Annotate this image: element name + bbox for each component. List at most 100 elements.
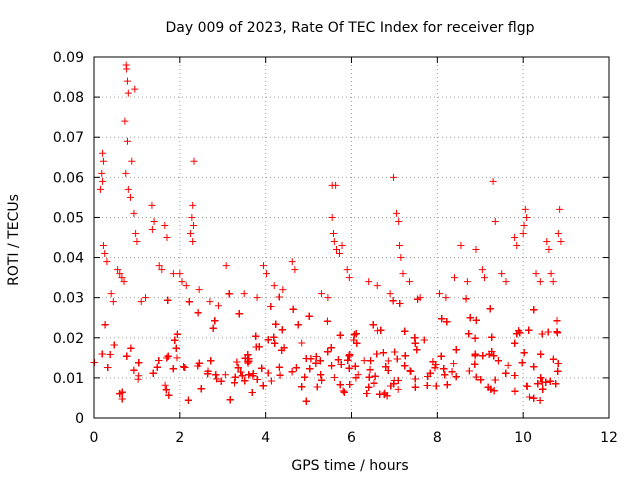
data-point bbox=[437, 352, 445, 360]
data-point bbox=[443, 318, 451, 326]
chart-title: Day 009 of 2023, Rate Of TEC Index for r… bbox=[166, 20, 535, 36]
data-point bbox=[511, 234, 519, 241]
data-point bbox=[471, 360, 479, 368]
data-point bbox=[114, 266, 122, 274]
data-point bbox=[163, 234, 171, 241]
data-point bbox=[280, 344, 288, 352]
data-point bbox=[360, 357, 368, 365]
data-point bbox=[180, 363, 188, 371]
x-tick-labels: 0 2 4 6 8 10 12 bbox=[90, 430, 618, 446]
data-point bbox=[431, 364, 439, 372]
data-point bbox=[366, 366, 374, 374]
data-point bbox=[547, 270, 555, 278]
data-point bbox=[396, 242, 404, 250]
data-point bbox=[530, 306, 538, 314]
data-point bbox=[401, 352, 409, 360]
data-point bbox=[488, 333, 496, 341]
data-point bbox=[538, 378, 546, 386]
data-point bbox=[234, 364, 242, 372]
data-point bbox=[373, 350, 381, 358]
data-point bbox=[546, 377, 554, 385]
x-tick-label: 2 bbox=[175, 430, 184, 446]
data-point bbox=[317, 290, 325, 298]
data-point bbox=[135, 372, 143, 380]
data-point bbox=[258, 364, 266, 372]
data-point bbox=[221, 371, 229, 379]
data-point bbox=[545, 246, 553, 254]
x-tick-label: 6 bbox=[347, 430, 356, 446]
data-point bbox=[323, 317, 331, 325]
data-point bbox=[122, 169, 130, 177]
data-point bbox=[123, 352, 131, 360]
data-point bbox=[520, 349, 528, 357]
data-point bbox=[423, 381, 431, 389]
data-point bbox=[343, 266, 351, 274]
x-tick-label: 8 bbox=[433, 430, 442, 446]
x-tick-label: 0 bbox=[90, 430, 99, 446]
data-point bbox=[329, 229, 337, 237]
data-point bbox=[101, 250, 109, 258]
data-point bbox=[190, 221, 198, 229]
data-point bbox=[316, 357, 324, 365]
data-point bbox=[477, 376, 485, 384]
data-point bbox=[450, 360, 458, 368]
data-point bbox=[270, 282, 278, 290]
data-point bbox=[276, 371, 284, 379]
data-point bbox=[173, 354, 181, 362]
data-point bbox=[302, 397, 310, 405]
data-point bbox=[525, 393, 533, 401]
data-point bbox=[407, 368, 415, 376]
data-point bbox=[519, 229, 527, 237]
data-point bbox=[520, 221, 528, 229]
data-point bbox=[98, 350, 106, 358]
data-point bbox=[420, 336, 428, 344]
data-point bbox=[253, 376, 261, 384]
data-point bbox=[194, 309, 202, 317]
data-point bbox=[489, 177, 497, 185]
data-point bbox=[556, 205, 564, 213]
data-point bbox=[532, 270, 540, 278]
data-point bbox=[363, 389, 371, 397]
data-point bbox=[442, 294, 450, 302]
data-point bbox=[301, 373, 309, 381]
data-point bbox=[552, 380, 560, 388]
data-point bbox=[382, 363, 390, 371]
data-point bbox=[452, 346, 460, 354]
x-tick-label: 10 bbox=[514, 430, 532, 446]
data-point bbox=[96, 185, 104, 193]
data-point bbox=[478, 266, 486, 274]
data-point bbox=[549, 278, 557, 286]
data-point bbox=[494, 357, 502, 365]
data-point bbox=[237, 368, 245, 376]
data-point bbox=[523, 382, 531, 390]
data-point bbox=[279, 286, 287, 294]
data-point bbox=[521, 205, 529, 213]
data-point bbox=[150, 217, 158, 225]
data-point bbox=[212, 371, 220, 379]
data-point bbox=[498, 270, 506, 278]
data-point bbox=[330, 238, 338, 246]
data-point bbox=[130, 366, 138, 374]
data-point bbox=[267, 377, 275, 385]
data-point bbox=[457, 242, 465, 250]
data-point bbox=[155, 356, 163, 364]
y-tick-label: 0.07 bbox=[53, 130, 84, 146]
data-point bbox=[443, 381, 451, 389]
data-point bbox=[195, 286, 203, 294]
data-point bbox=[472, 316, 480, 324]
data-point bbox=[530, 363, 538, 371]
data-point bbox=[171, 336, 179, 344]
data-point bbox=[334, 356, 342, 364]
data-point bbox=[351, 362, 359, 370]
data-point bbox=[389, 297, 397, 305]
data-point bbox=[438, 315, 446, 323]
data-point bbox=[312, 359, 320, 367]
data-point bbox=[176, 270, 184, 278]
data-point bbox=[345, 274, 353, 282]
data-point bbox=[158, 266, 166, 274]
y-tick-label: 0.08 bbox=[53, 90, 84, 106]
data-point bbox=[184, 396, 192, 404]
data-point bbox=[394, 385, 402, 393]
data-point bbox=[549, 355, 557, 363]
data-point bbox=[187, 229, 195, 237]
